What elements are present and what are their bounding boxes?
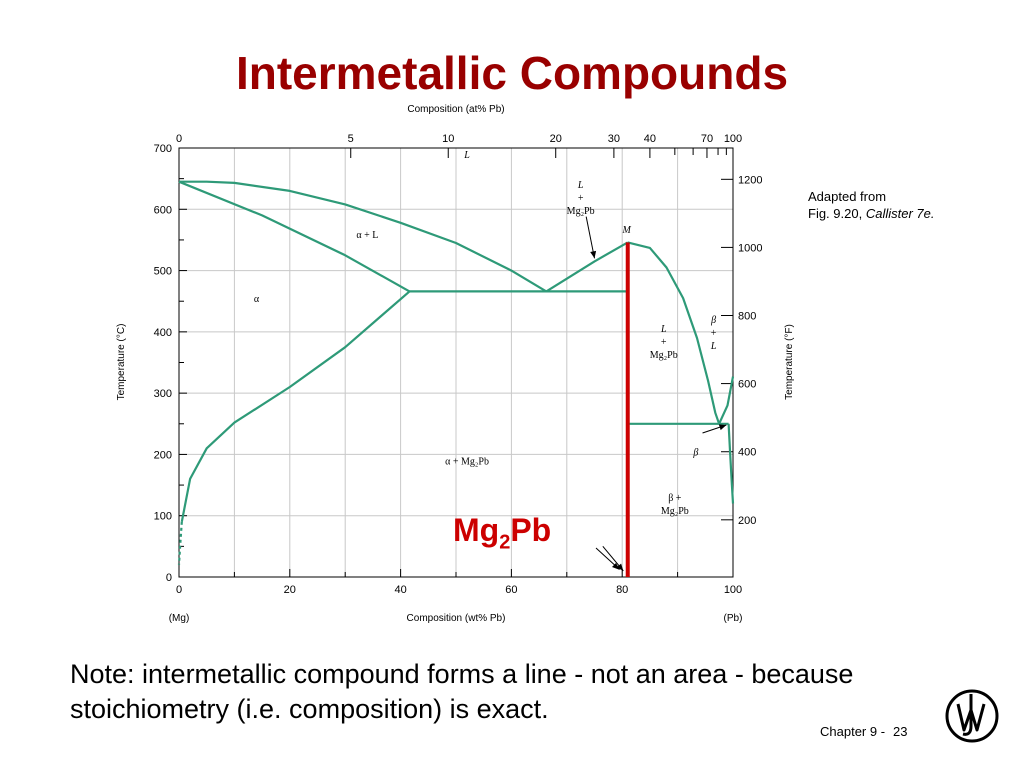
top-tick-label: 0	[176, 133, 182, 145]
note-text: Note: intermetallic compound forms a lin…	[70, 659, 854, 724]
x-end-label-pb: (Pb)	[724, 613, 743, 624]
page-number: 23	[893, 724, 908, 739]
region-label: L	[660, 324, 667, 335]
right-tick-label: 800	[738, 310, 756, 322]
region-label: +	[578, 193, 584, 204]
grid-lines	[179, 148, 733, 577]
region-label: L	[463, 150, 470, 161]
phase-boundary-line	[180, 290, 411, 523]
compound-label-main: Mg	[453, 512, 500, 548]
x-axis-label: Composition (wt% Pb)	[407, 613, 506, 624]
pointer-arrows	[585, 216, 727, 572]
pointer-arrowhead	[718, 424, 727, 431]
y-tick-label: 200	[154, 449, 172, 461]
region-label: β +	[668, 493, 682, 504]
region-label: +	[661, 337, 667, 348]
y-tick-label: 100	[154, 511, 172, 523]
right-tick-label: 600	[738, 379, 756, 391]
top-tick-label: 5	[348, 133, 354, 145]
region-label: α + L	[356, 230, 378, 241]
y-axis-label: Temperature (°C)	[116, 324, 127, 401]
credit-line: Adapted from	[808, 189, 887, 204]
region-label: L	[710, 341, 717, 352]
y-tick-label: 0	[166, 572, 172, 584]
region-label: Mg₂Pb	[661, 506, 689, 517]
slide-title: Intermetallic Compounds	[235, 47, 789, 99]
top-axis-label: Composition (at% Pb)	[407, 104, 504, 115]
x-tick-label: 20	[284, 584, 296, 596]
top-tick-label: 40	[644, 133, 656, 145]
slide-footer: Chapter 9 - 23	[820, 724, 908, 739]
phase-boundary-line	[718, 376, 735, 425]
compound-label: Mg2Pb	[453, 512, 551, 554]
y-tick-label: 300	[154, 388, 172, 400]
right-tick-label: 1000	[738, 242, 762, 254]
top-tick-label: 10	[442, 133, 454, 145]
region-label: Mg₂Pb	[650, 350, 678, 361]
credit-reference: Fig. 9.20, Callister 7e.	[808, 205, 934, 222]
x-end-label-mg: (Mg)	[169, 613, 190, 624]
phase-boundary-line	[545, 241, 629, 293]
phase-boundary-line	[627, 241, 721, 425]
right-tick-label: 1200	[738, 174, 762, 186]
compound-label-subscript: 2	[499, 531, 511, 554]
x-tick-label: 0	[176, 584, 182, 596]
region-label: α	[254, 294, 260, 305]
pointer-arrow	[585, 216, 595, 259]
right-tick-label: 200	[738, 515, 756, 527]
region-label: β	[692, 447, 698, 458]
region-label: L	[577, 180, 584, 191]
top-tick-label: 20	[550, 133, 562, 145]
x-tick-label: 80	[616, 584, 628, 596]
phase-boundary-line	[727, 423, 735, 504]
top-tick-label: 70	[701, 133, 713, 145]
right-axis-label: Temperature (°F)	[784, 324, 795, 400]
region-label: α + Mg₂Pb	[445, 457, 489, 468]
pointer-arrowhead	[616, 563, 624, 571]
region-label: β	[710, 315, 716, 326]
figure-credit: Adapted from Fig. 9.20, Callister 7e.	[808, 188, 934, 222]
phase-boundary-dashed	[177, 521, 183, 565]
y-tick-label: 500	[154, 266, 172, 278]
phase-boundaries	[177, 180, 735, 565]
credit-fig: Fig. 9.20,	[808, 206, 863, 221]
compound-pointer-arrowhead	[612, 563, 620, 570]
x-tick-label: 100	[724, 584, 742, 596]
region-label: +	[711, 328, 717, 339]
x-tick-label: 60	[505, 584, 517, 596]
phase-boundary-line	[178, 180, 411, 293]
y-tick-label: 700	[154, 143, 172, 155]
top-tick-label: 100	[724, 133, 742, 145]
footer-chapter: Chapter 9 -	[820, 724, 886, 739]
region-label: M	[621, 225, 631, 236]
right-tick-label: 400	[738, 447, 756, 459]
y-tick-label: 400	[154, 327, 172, 339]
pointer-arrowhead	[590, 250, 597, 259]
y-tick-label: 600	[154, 204, 172, 216]
phase-region-labels: Lα + L α α + Mg₂Pb L + Mg₂Pb M L + Mg₂Pb β + Lβ β + Mg…	[254, 150, 717, 517]
phase-boundary-line	[179, 180, 547, 293]
region-label: Mg₂Pb	[567, 206, 595, 217]
compound-label-tail: Pb	[510, 512, 552, 548]
wiley-logo-icon	[945, 689, 999, 743]
x-tick-label: 40	[394, 584, 406, 596]
top-tick-label: 30	[608, 133, 620, 145]
credit-book: Callister 7e.	[865, 206, 935, 221]
